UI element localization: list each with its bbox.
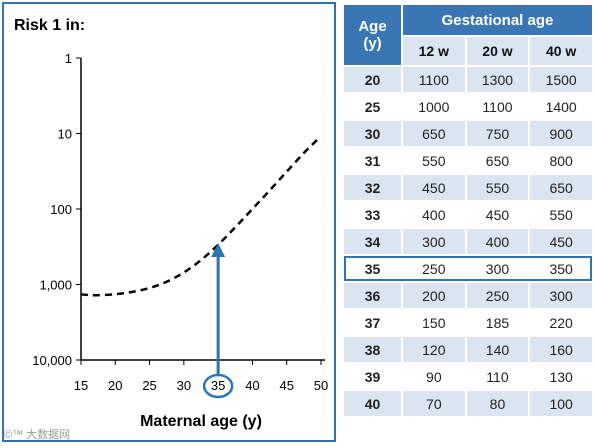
risk-value-cell: 450: [530, 229, 592, 254]
risk-value-cell: 1100: [466, 94, 529, 119]
table-row: 37 150 185 220: [344, 310, 592, 335]
risk-value-cell: 140: [466, 337, 529, 362]
risk-value-cell: 800: [530, 148, 592, 173]
risk-value-cell: 120: [403, 337, 465, 362]
age-cell: 36: [344, 283, 401, 308]
x-tick-label: 30: [177, 378, 191, 393]
age-cell: 37: [344, 310, 401, 335]
risk-value-cell: 550: [403, 148, 465, 173]
risk-value-cell: 220: [530, 310, 592, 335]
risk-value-cell: 900: [530, 121, 592, 146]
table-row: 39 90 110 130: [344, 364, 592, 389]
risk-value-cell: 650: [403, 121, 465, 146]
age-cell: 32: [344, 175, 401, 200]
risk-value-cell: 450: [403, 175, 465, 200]
risk-value-cell: 250: [403, 256, 465, 281]
risk-value-cell: 550: [466, 175, 529, 200]
table-row: 20 1100 1300 1500: [344, 67, 592, 92]
table-row: 33 400 450 550: [344, 202, 592, 227]
age-cell: 34: [344, 229, 401, 254]
risk-value-cell: 400: [403, 202, 465, 227]
risk-value-cell: 1400: [530, 94, 592, 119]
age-header-line2: (y): [363, 35, 382, 52]
risk-value-cell: 200: [403, 283, 465, 308]
table-row-highlighted: 35 250 300 350: [344, 256, 592, 281]
risk-value-cell: 130: [530, 364, 592, 389]
age-cell: 38: [344, 337, 401, 362]
age-cell: 35: [344, 256, 401, 281]
age-cell: 31: [344, 148, 401, 173]
risk-table-panel: Age (y) Gestational age 12 w 20 w 40 w 20 1…: [342, 3, 592, 418]
risk-curve-series: [80, 138, 319, 297]
risk-value-cell: 450: [466, 202, 529, 227]
age-cell: 25: [344, 94, 401, 119]
risk-value-cell: 650: [530, 175, 592, 200]
risk-value-cell: 150: [403, 310, 465, 335]
column-header: 12 w: [403, 37, 465, 65]
column-header: 20 w: [466, 37, 529, 65]
risk-value-cell: 650: [466, 148, 529, 173]
risk-value-cell: 300: [466, 256, 529, 281]
watermark: ©™ 大数据网: [4, 429, 71, 441]
table-row: 40 70 80 100: [344, 391, 592, 416]
risk-value-cell: 1300: [466, 67, 529, 92]
table-row: 31 550 650 800: [344, 148, 592, 173]
risk-value-cell: 185: [466, 310, 529, 335]
y-tick-label: 10,000: [32, 353, 72, 368]
risk-table: Age (y) Gestational age 12 w 20 w 40 w 20 1…: [342, 3, 594, 418]
risk-value-cell: 70: [403, 391, 465, 416]
risk-value-cell: 90: [403, 364, 465, 389]
x-tick-label: 15: [74, 378, 88, 393]
risk-value-cell: 110: [466, 364, 529, 389]
risk-value-cell: 550: [530, 202, 592, 227]
x-tick-label: 45: [279, 378, 293, 393]
age-cell: 39: [344, 364, 401, 389]
risk-value-cell: 300: [530, 283, 592, 308]
y-tick-label: 1,000: [39, 278, 72, 293]
x-tick-label: 25: [142, 378, 156, 393]
table-row: 36 200 250 300: [344, 283, 592, 308]
risk-value-cell: 80: [466, 391, 529, 416]
age-cell: 40: [344, 391, 401, 416]
risk-value-cell: 350: [530, 256, 592, 281]
table-row: 30 650 750 900: [344, 121, 592, 146]
risk-chart-panel: 1 10 100 1,000 10,000 15 20 25 30 35 40 45 50 Risk 1…: [2, 2, 336, 442]
risk-value-cell: 1000: [403, 94, 465, 119]
y-tick-label: 1: [65, 51, 72, 66]
x-tick-label: 20: [108, 378, 122, 393]
risk-value-cell: 1100: [403, 67, 465, 92]
age-cell: 33: [344, 202, 401, 227]
risk-value-cell: 750: [466, 121, 529, 146]
chart-title: Risk 1 in:: [14, 17, 85, 34]
table-row: 38 120 140 160: [344, 337, 592, 362]
y-tick-label: 10: [58, 127, 72, 142]
risk-value-cell: 400: [466, 229, 529, 254]
x-tick-label: 50: [314, 378, 328, 393]
table-row: 32 450 550 650: [344, 175, 592, 200]
highlight-arrow-head: [211, 243, 226, 258]
x-tick-label: 40: [245, 378, 259, 393]
y-tick-label: 100: [50, 202, 72, 217]
age-column-header: Age (y): [344, 5, 401, 65]
age-cell: 30: [344, 121, 401, 146]
x-axis-label: Maternal age (y): [140, 413, 262, 430]
risk-value-cell: 1500: [530, 67, 592, 92]
risk-value-cell: 300: [403, 229, 465, 254]
table-row: 25 1000 1100 1400: [344, 94, 592, 119]
gestational-age-header: Gestational age: [403, 5, 592, 35]
column-header: 40 w: [530, 37, 592, 65]
risk-value-cell: 250: [466, 283, 529, 308]
age-cell: 20: [344, 67, 401, 92]
risk-value-cell: 160: [530, 337, 592, 362]
risk-value-cell: 100: [530, 391, 592, 416]
age-header-line1: Age: [358, 18, 387, 35]
x-tick-label: 35: [211, 378, 225, 393]
table-row: 34 300 400 450: [344, 229, 592, 254]
highlight-circle: [202, 373, 234, 399]
